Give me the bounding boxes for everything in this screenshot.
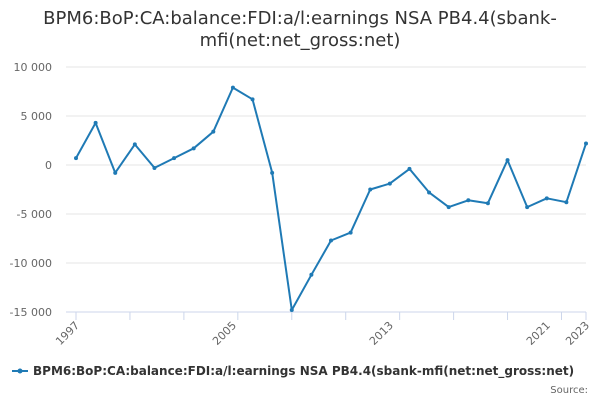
- series-line: [75, 86, 587, 311]
- x-axis-labels: 1997 2005 2013 2021 2023: [53, 319, 592, 348]
- data-point[interactable]: [427, 190, 432, 195]
- chart-title-line-2: mfi(net:net_gross:net): [200, 30, 401, 51]
- credits-source[interactable]: Source:: [550, 385, 588, 396]
- data-point[interactable]: [564, 200, 569, 205]
- data-point[interactable]: [505, 158, 510, 163]
- legend-symbol-marker: [17, 368, 23, 374]
- data-point[interactable]: [74, 156, 78, 161]
- legend[interactable]: BPM6:BoP:CA:balance:FDI:a/l:earnings NSA…: [12, 364, 574, 379]
- data-point[interactable]: [172, 156, 177, 161]
- y-tick-label: 10 000: [14, 61, 53, 74]
- data-point[interactable]: [309, 272, 314, 277]
- data-point[interactable]: [446, 205, 451, 210]
- data-point[interactable]: [113, 170, 118, 175]
- series-group: [74, 85, 588, 313]
- y-tick-label: 0: [45, 159, 52, 172]
- chart-title-line-1: BPM6:BoP:CA:balance:FDI:a/l:earnings NSA…: [43, 8, 557, 29]
- x-tick-label: 2005: [210, 319, 239, 348]
- grid-lines: [66, 66, 586, 313]
- x-tick-label: 2013: [367, 319, 396, 348]
- data-point[interactable]: [191, 146, 196, 151]
- data-point[interactable]: [387, 181, 392, 186]
- data-point[interactable]: [466, 198, 471, 203]
- data-point[interactable]: [407, 166, 412, 171]
- data-point[interactable]: [250, 97, 255, 102]
- legend-label[interactable]: BPM6:BoP:CA:balance:FDI:a/l:earnings NSA…: [33, 364, 574, 379]
- data-point[interactable]: [329, 238, 333, 243]
- data-point[interactable]: [289, 308, 294, 313]
- y-tick-label: 5 000: [21, 110, 53, 123]
- y-tick-label: -15 000: [10, 306, 52, 319]
- data-point[interactable]: [485, 201, 490, 206]
- data-point[interactable]: [132, 142, 137, 147]
- data-point[interactable]: [270, 170, 275, 175]
- data-point[interactable]: [230, 85, 235, 90]
- y-axis-labels: 10 000 5 000 0 -5 000 -10 000 -15 000: [10, 61, 52, 319]
- x-tick-label: 2021: [524, 319, 553, 348]
- data-point[interactable]: [152, 165, 157, 170]
- y-tick-label: -5 000: [17, 208, 52, 221]
- data-point[interactable]: [544, 196, 549, 201]
- x-tick-label: 2023: [563, 319, 592, 348]
- x-tick-label: 1997: [53, 319, 82, 348]
- data-point[interactable]: [368, 187, 373, 192]
- data-point[interactable]: [211, 129, 216, 134]
- data-point[interactable]: [584, 141, 588, 146]
- data-point[interactable]: [93, 120, 98, 125]
- y-tick-label: -10 000: [10, 257, 52, 270]
- x-axis-ticks: [75, 312, 587, 320]
- data-point[interactable]: [348, 230, 353, 235]
- data-point[interactable]: [525, 205, 530, 210]
